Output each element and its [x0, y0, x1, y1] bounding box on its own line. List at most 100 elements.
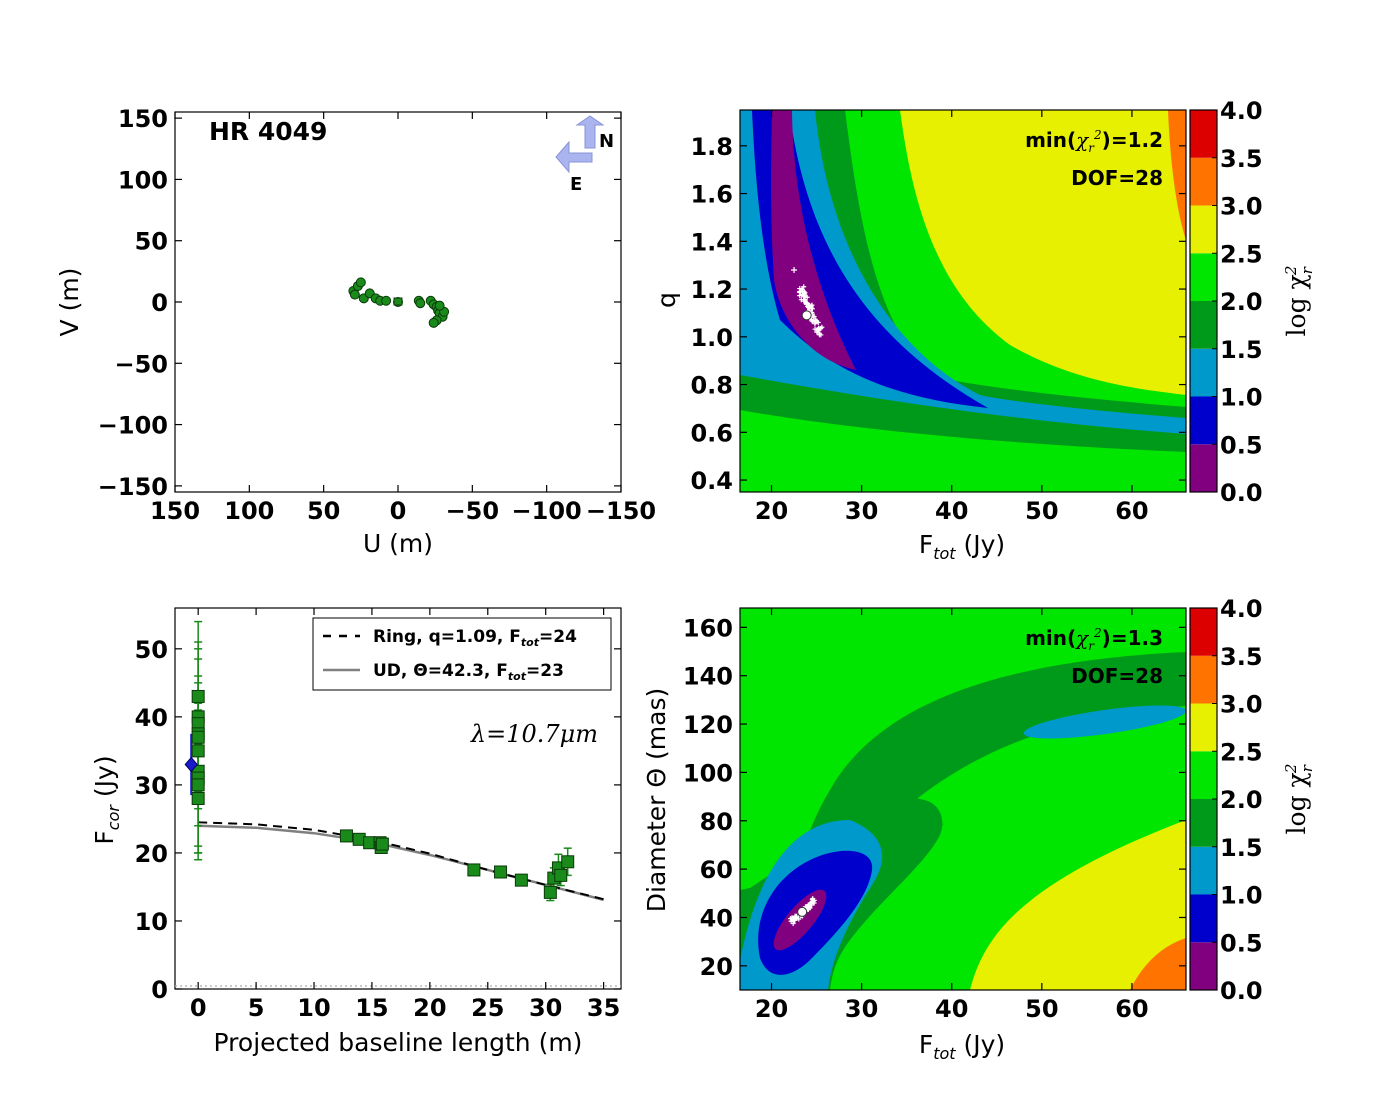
x-tick-label: 60: [1115, 497, 1148, 525]
colorbar-segment: [1190, 444, 1217, 492]
correlated-flux-panel: 0 5 10 15 20 25 30 35 0 10 20 30 40 50 Ring, q=1.09,…: [90, 607, 622, 1057]
ring-model-curve: [198, 821, 604, 901]
colorbar-tick-label: 1.0: [1220, 882, 1263, 910]
fcor-point: [191, 730, 205, 744]
legend-ud-label: UD, Θ=42.3, Ftot=23: [373, 661, 564, 683]
bootstrap-point: [789, 916, 795, 922]
y-tick-label: 10: [135, 908, 168, 936]
bootstrap-point: [809, 899, 815, 905]
fcor-point: [191, 689, 205, 703]
y-tick-label: −150: [98, 473, 168, 501]
y-tick-label: −100: [98, 412, 168, 440]
bootstrap-point: [804, 294, 810, 300]
y-tick-label: 150: [118, 105, 168, 133]
y-tick-label: 100: [118, 166, 168, 194]
x-tick-label: 10: [297, 994, 330, 1022]
compass: N E: [555, 115, 614, 195]
bootstrap-point: [803, 301, 809, 307]
ring-chi2-panel: 20 30 40 50 60 0.4 0.6 0.8 1.0 1.2 1.4 1.6 1.8 min(…: [652, 97, 1316, 563]
colorbar-segment: [1190, 253, 1217, 301]
y-tick-label: 0.4: [690, 467, 733, 495]
x-tick-label: 35: [587, 994, 620, 1022]
contour-level-2.5: [970, 820, 1186, 990]
bootstrap-point: [807, 905, 813, 911]
bootstrap-point: [808, 900, 814, 906]
contour-level-1.5: [789, 652, 1186, 990]
ud-model-curve: [198, 824, 604, 902]
ring-contour-map: [740, 110, 1186, 492]
bootstrap-point: [809, 318, 815, 324]
bootstrap-point: [814, 329, 820, 335]
ring-min-chi2-label: min(χr2)=1.2: [1025, 128, 1163, 155]
y-tick-label: 40: [700, 904, 733, 932]
east-arrow-icon: [555, 140, 593, 174]
x-tick-label: 40: [935, 995, 968, 1023]
bootstrap-point: [801, 284, 807, 290]
x-tick-label: 25: [471, 994, 504, 1022]
y-tick-label: 1.2: [690, 276, 733, 304]
colorbar-tick-label: 2.0: [1220, 288, 1263, 316]
bootstrap-point: [798, 297, 804, 303]
contour-level-2.5: [900, 110, 1186, 395]
single-dish-point: [184, 756, 198, 773]
x-tick-label: 30: [845, 497, 878, 525]
y-tick-label: 100: [683, 759, 733, 787]
colorbar-segment: [1190, 157, 1217, 206]
y-tick-label: −50: [114, 350, 168, 378]
colorbar-segment: [1190, 799, 1217, 847]
ud-y-axis-label: Diameter Θ (mas): [642, 688, 671, 913]
x-tick-label: 50: [307, 497, 340, 525]
colorbar-segment: [1190, 703, 1217, 752]
x-tick-label: 20: [413, 994, 446, 1022]
x-tick-label: 0: [190, 994, 207, 1022]
colorbar-segment: [1190, 655, 1217, 704]
contour-level-3.0: [1130, 938, 1186, 990]
fcor-point: [375, 837, 389, 851]
y-tick-label: 1.0: [690, 324, 733, 352]
colorbar-tick-label: 1.0: [1220, 384, 1263, 412]
colorbar-tick-label: 0.5: [1220, 431, 1263, 459]
fcor-x-axis-label: Projected baseline length (m): [214, 1028, 583, 1057]
fcor-point: [339, 829, 353, 843]
bootstrap-point: [802, 290, 808, 296]
colorbar-segment: [1190, 894, 1217, 943]
bootstrap-point: [818, 325, 824, 331]
bootstrap-point: [792, 913, 798, 919]
x-tick-label: 50: [1025, 995, 1058, 1023]
ring-plot-frame: [739, 109, 1187, 493]
colorbar-tick-label: 0.0: [1220, 479, 1263, 507]
x-tick-label: 100: [224, 497, 274, 525]
bootstrap-point: [814, 318, 820, 324]
x-tick-label: −50: [446, 497, 500, 525]
colorbar-tick-label: 3.0: [1220, 193, 1263, 221]
x-tick-label: 5: [248, 994, 265, 1022]
bootstrap-point: [809, 896, 815, 902]
uv-point: [428, 317, 439, 328]
y-tick-label: 80: [700, 808, 733, 836]
bootstrap-point: [798, 289, 804, 295]
fcor-y-axis-label: Fcor (Jy): [90, 755, 123, 844]
uv-point: [381, 295, 392, 306]
x-tick-label: 30: [845, 995, 878, 1023]
colorbar-tick-label: 4.0: [1220, 595, 1263, 623]
ring-best-fit-marker: [801, 310, 812, 321]
x-tick-label: −150: [586, 497, 656, 525]
colorbar-segment: [1190, 110, 1217, 158]
ring-dof-label: DOF=28: [1071, 166, 1163, 190]
colorbar-tick-label: 2.5: [1220, 240, 1263, 268]
colorbar-tick-label: 2.5: [1220, 738, 1263, 766]
colorbar-tick-label: 3.5: [1220, 145, 1263, 173]
x-tick-label: 150: [150, 497, 200, 525]
ring-colorbar: 0.0 0.5 1.0 1.5 2.0 2.5 3.0 3.5 4.0 log χr2: [1189, 97, 1316, 507]
contour-level-0.0: [771, 110, 856, 370]
y-tick-label: 1.6: [690, 181, 733, 209]
colorbar-segment: [1190, 205, 1217, 254]
ud-x-axis-label: Ftot (Jy): [919, 1030, 1005, 1063]
ud-best-fit-marker: [797, 906, 808, 917]
north-arrow-icon: [575, 115, 605, 149]
y-tick-label: 30: [135, 772, 168, 800]
uv-point: [349, 289, 360, 300]
bootstrap-point: [791, 266, 798, 273]
colorbar-tick-label: 4.0: [1220, 97, 1263, 125]
y-tick-label: 20: [700, 953, 733, 981]
